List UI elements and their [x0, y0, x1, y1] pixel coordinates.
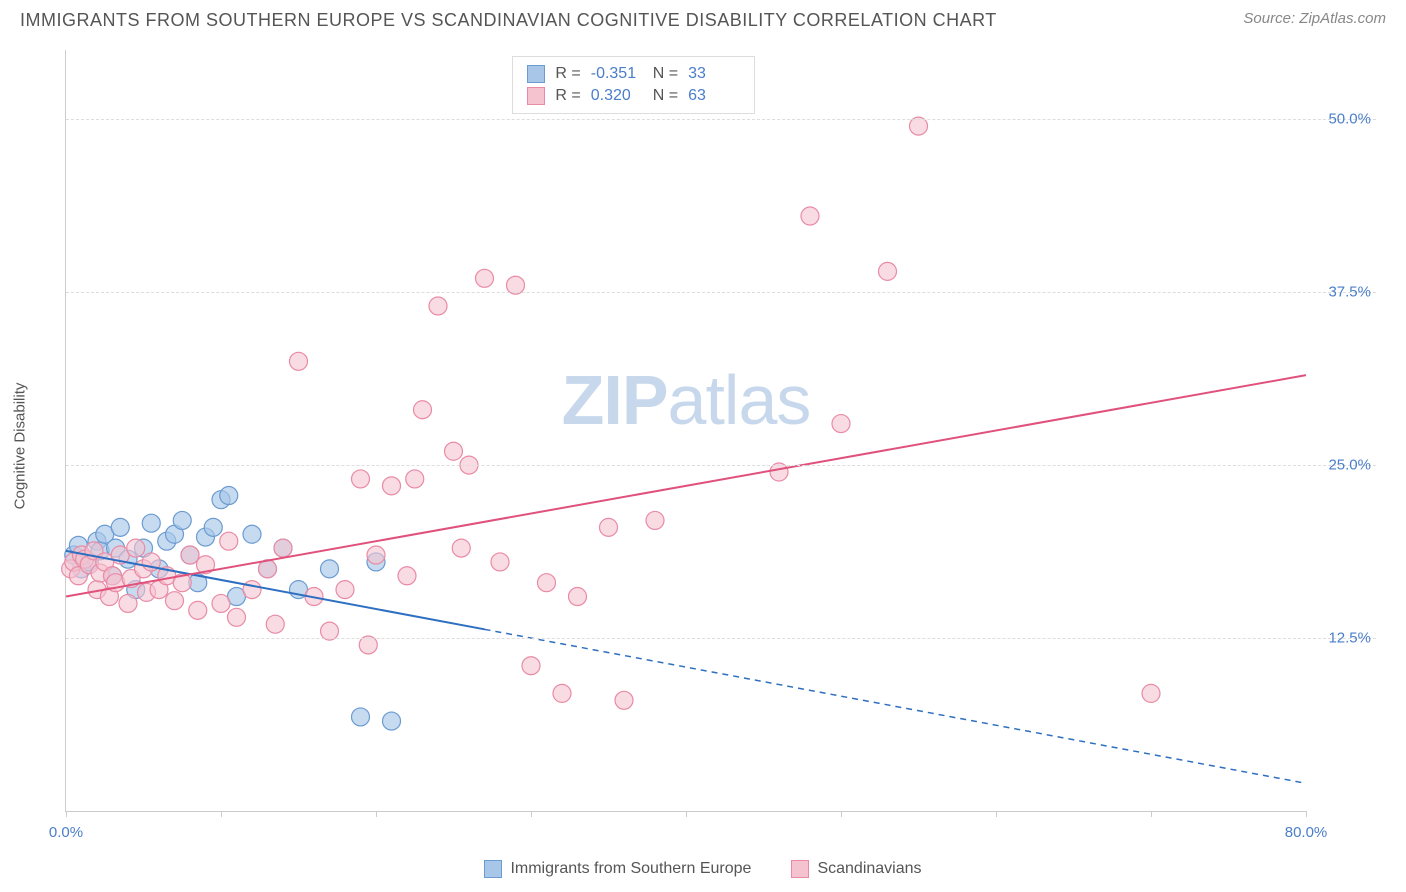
source-name: ZipAtlas.com: [1299, 10, 1386, 27]
x-tick: [221, 811, 222, 817]
source-label: Source:: [1243, 10, 1295, 27]
data-point: [274, 539, 292, 557]
trend-line-dashed: [485, 629, 1307, 783]
data-point: [266, 615, 284, 633]
x-tick: [66, 811, 67, 817]
data-point: [166, 592, 184, 610]
data-point: [352, 708, 370, 726]
data-point: [600, 518, 618, 536]
x-tick: [841, 811, 842, 817]
data-point: [367, 546, 385, 564]
x-tick: [686, 811, 687, 817]
data-point: [181, 546, 199, 564]
x-tick: [531, 811, 532, 817]
data-point: [491, 553, 509, 571]
data-point: [646, 511, 664, 529]
data-point: [569, 588, 587, 606]
data-point: [189, 601, 207, 619]
scatter-plot-svg: [66, 50, 1306, 811]
data-point: [414, 401, 432, 419]
data-point: [204, 518, 222, 536]
data-point: [398, 567, 416, 585]
data-point: [336, 581, 354, 599]
x-tick: [376, 811, 377, 817]
legend-swatch-series-2: [791, 860, 809, 878]
data-point: [476, 269, 494, 287]
data-point: [383, 477, 401, 495]
plot-area: ZIPatlas R = -0.351 N = 33 R = 0.320 N =…: [65, 50, 1306, 812]
data-point: [1142, 684, 1160, 702]
data-point: [290, 352, 308, 370]
x-tick: [1151, 811, 1152, 817]
data-point: [220, 532, 238, 550]
data-point: [173, 511, 191, 529]
y-tick-label: 37.5%: [1328, 284, 1371, 301]
data-point: [879, 262, 897, 280]
legend-item-series-2: Scandinavians: [791, 860, 921, 878]
x-tick: [1306, 811, 1307, 817]
data-point: [228, 608, 246, 626]
x-tick-label: 0.0%: [49, 824, 83, 841]
data-point: [538, 574, 556, 592]
legend-label-series-1: Immigrants from Southern Europe: [510, 860, 751, 878]
data-point: [220, 487, 238, 505]
data-point: [119, 594, 137, 612]
data-point: [243, 525, 261, 543]
trend-line-solid: [66, 375, 1306, 596]
gridline: [66, 465, 1376, 466]
data-point: [352, 470, 370, 488]
data-point: [406, 470, 424, 488]
data-point: [243, 581, 261, 599]
data-point: [522, 657, 540, 675]
legend-item-series-1: Immigrants from Southern Europe: [484, 860, 751, 878]
gridline: [66, 638, 1376, 639]
data-point: [383, 712, 401, 730]
x-tick-label: 80.0%: [1285, 824, 1328, 841]
data-point: [452, 539, 470, 557]
legend-swatch-series-1: [484, 860, 502, 878]
source-attribution: Source: ZipAtlas.com: [1243, 10, 1386, 27]
data-point: [801, 207, 819, 225]
legend-label-series-2: Scandinavians: [817, 860, 921, 878]
data-point: [832, 415, 850, 433]
data-point: [142, 514, 160, 532]
y-tick-label: 12.5%: [1328, 630, 1371, 647]
data-point: [615, 691, 633, 709]
data-point: [321, 560, 339, 578]
data-point: [212, 594, 230, 612]
gridline: [66, 119, 1376, 120]
data-point: [445, 442, 463, 460]
y-tick-label: 50.0%: [1328, 111, 1371, 128]
data-point: [111, 518, 129, 536]
gridline: [66, 292, 1376, 293]
bottom-legend: Immigrants from Southern Europe Scandina…: [0, 860, 1406, 878]
chart-container: Cognitive Disability ZIPatlas R = -0.351…: [50, 50, 1376, 842]
chart-title: IMMIGRANTS FROM SOUTHERN EUROPE VS SCAND…: [20, 10, 997, 31]
x-tick: [996, 811, 997, 817]
data-point: [553, 684, 571, 702]
data-point: [127, 539, 145, 557]
y-tick-label: 25.0%: [1328, 457, 1371, 474]
data-point: [429, 297, 447, 315]
y-axis-label: Cognitive Disability: [12, 383, 29, 510]
